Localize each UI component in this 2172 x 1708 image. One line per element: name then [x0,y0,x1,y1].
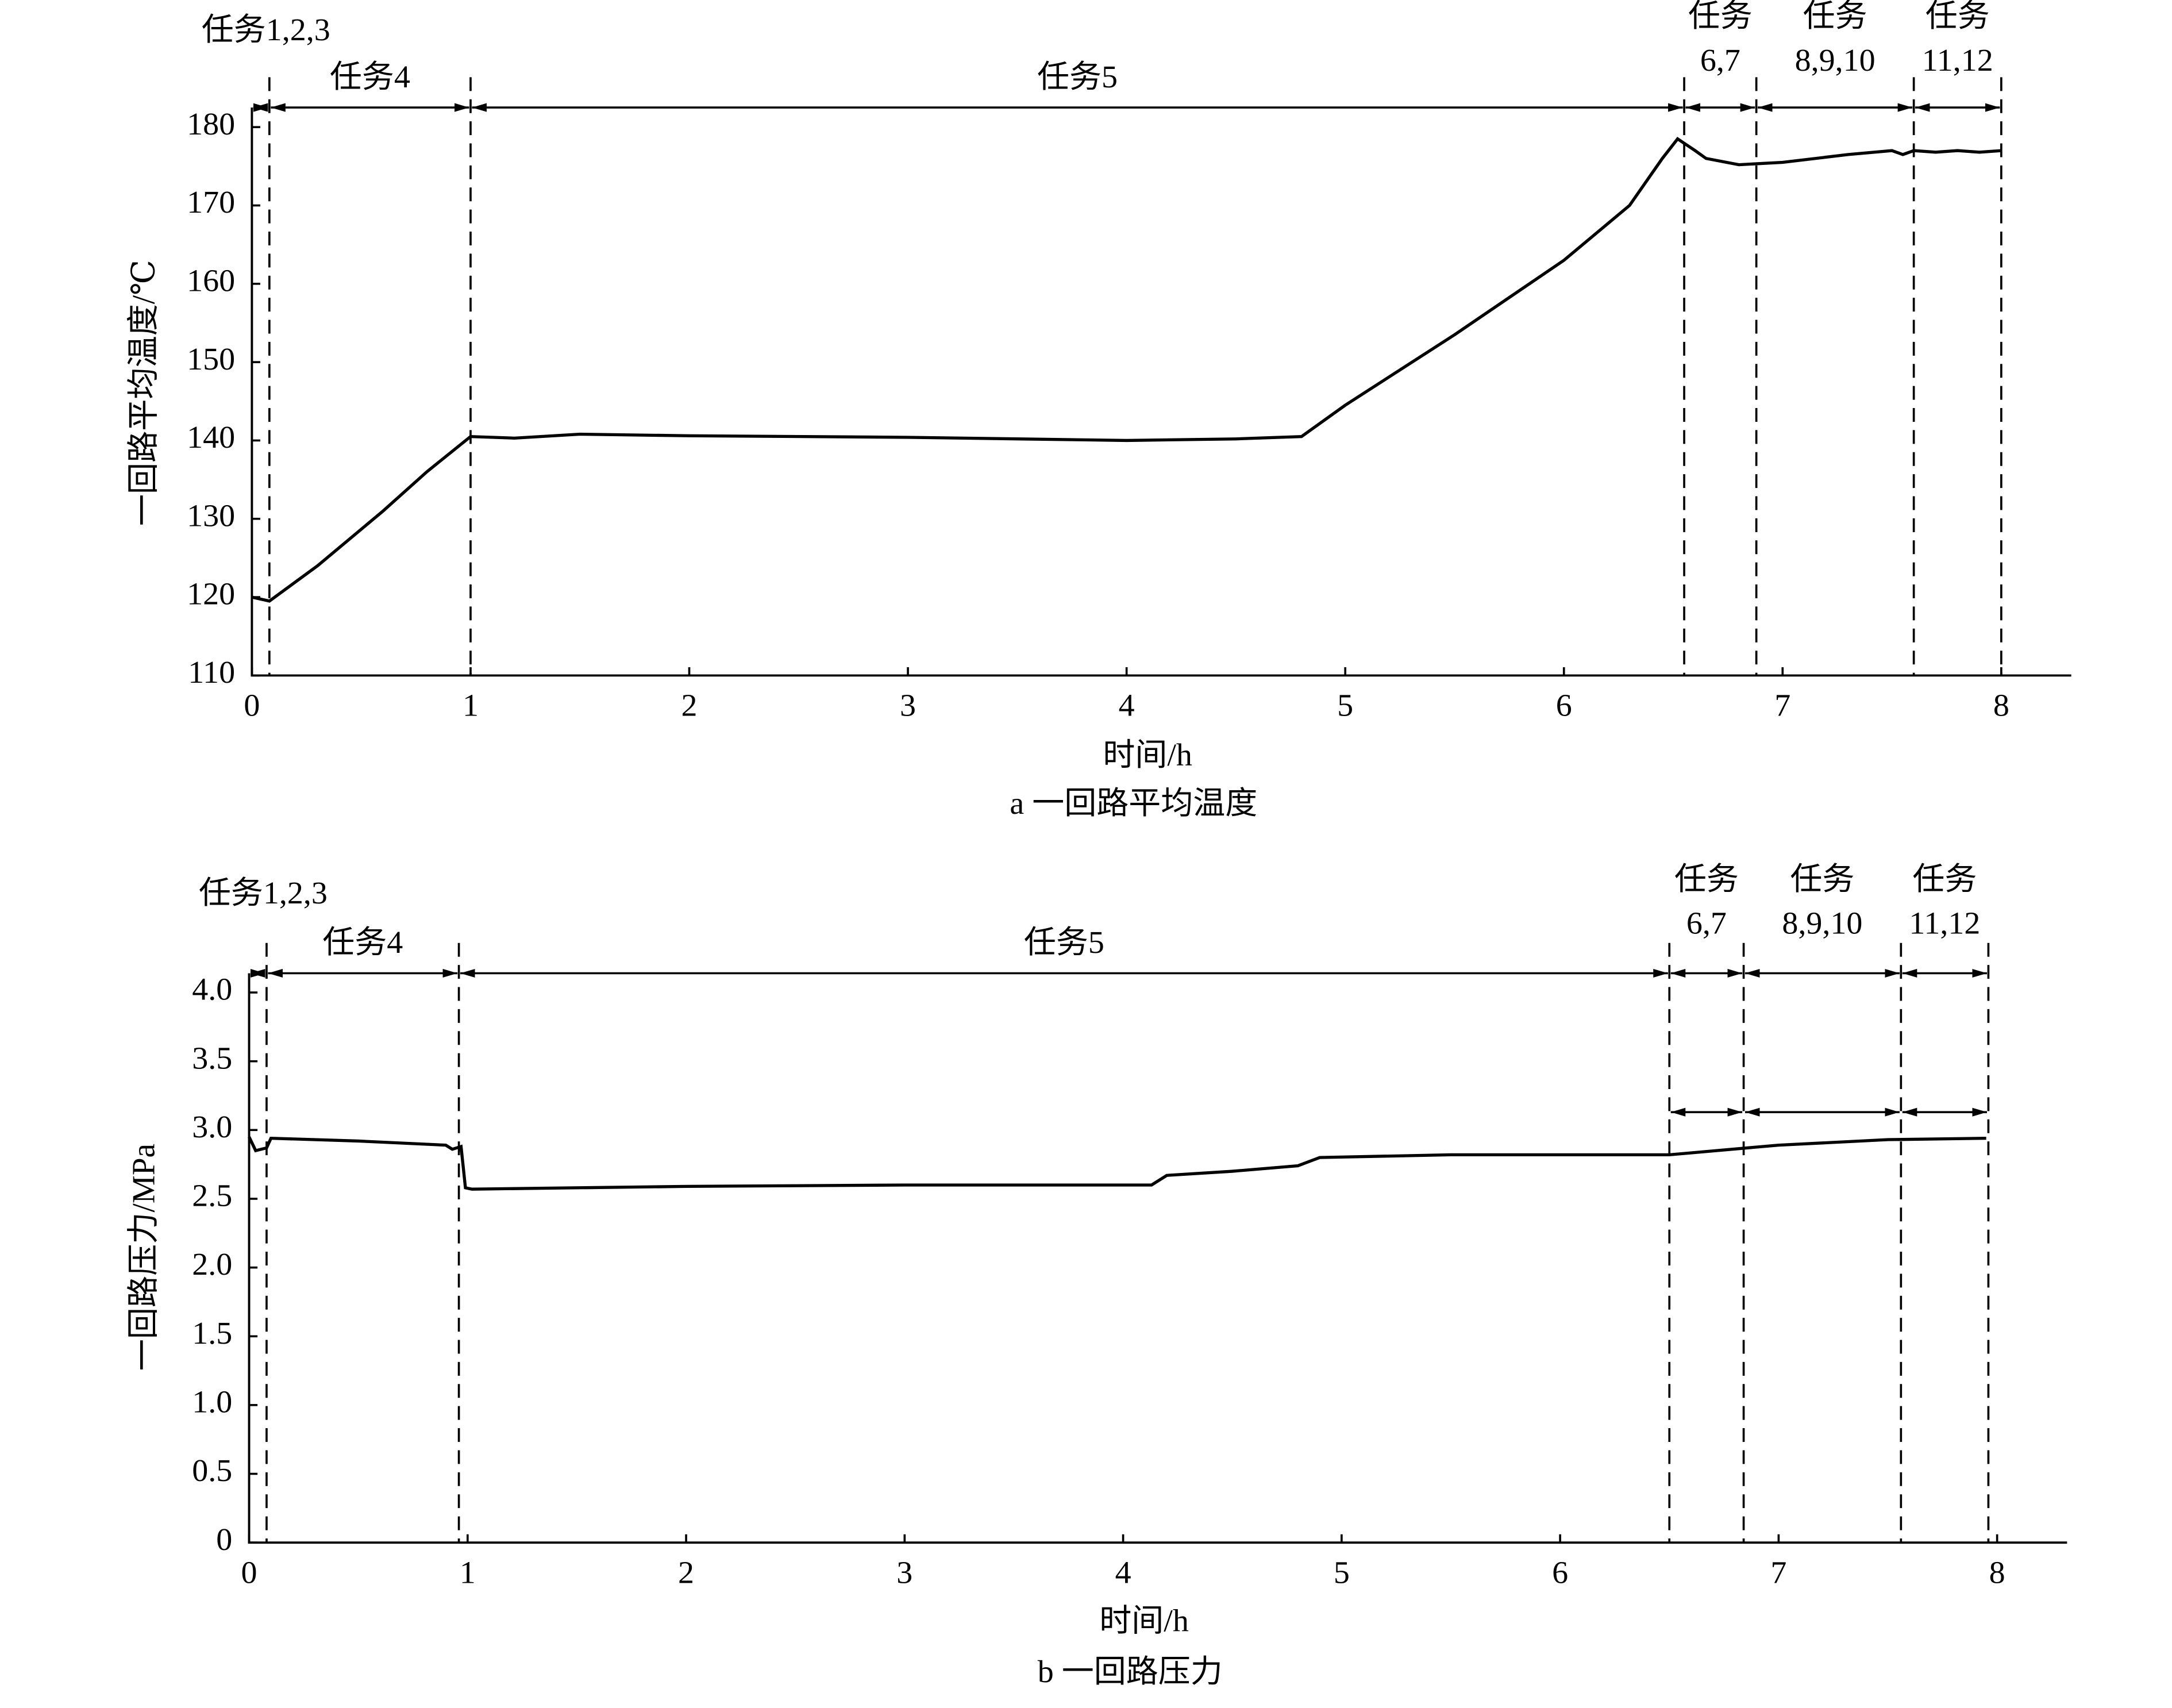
y-tick-label: 1.0 [192,1384,232,1420]
y-tick-label: 2.0 [192,1247,232,1283]
phase-label: 任务 [1790,861,1854,897]
phase-label: 任务4 [330,59,410,95]
x-tick-label: 0 [241,1555,257,1591]
phase-label: 任务5 [1037,59,1118,95]
x-tick-label: 3 [896,1555,912,1591]
x-tick-label: 2 [678,1555,694,1591]
phase-label: 任务1,2,3 [202,13,330,48]
phase-label: 任务 [1674,861,1739,897]
x-tick-label: 7 [1770,1555,1786,1591]
x-tick-label: 5 [1337,688,1353,724]
x-axis-title: 时间/h [1099,1603,1189,1639]
phase-label: 任务 [1803,0,1867,34]
y-tick-label: 110 [188,655,235,690]
phase-label: 任务 [1688,0,1753,34]
data-line [251,137,2002,603]
y-tick-label: 3.0 [192,1109,232,1145]
x-tick-label: 7 [1774,688,1790,724]
phase-label: 6,7 [1700,43,1740,78]
y-tick-label: 170 [187,185,235,221]
x-axis-title: 时间/h [1103,737,1192,773]
y-tick-label: 180 [187,106,235,142]
phase-label: 11,12 [1922,43,1993,78]
y-tick-label: 120 [187,576,235,612]
axes [248,973,2067,1544]
x-tick-label: 6 [1552,1555,1568,1591]
y-tick-label: 160 [187,263,235,299]
y-tick-label: 130 [187,498,235,534]
y-tick-label: 150 [187,341,235,377]
phase-label: 任务 [1925,0,1990,34]
x-tick-label: 5 [1334,1555,1350,1591]
y-tick-label: 0.5 [192,1453,232,1489]
phase-label: 6,7 [1686,906,1727,941]
phase-label: 任务 [1912,861,1977,897]
x-tick-label: 6 [1556,688,1572,724]
x-tick-label: 8 [1989,1555,2005,1591]
y-tick-label: 140 [187,420,235,455]
caption: a 一回路平均温度 [1010,786,1257,821]
y-axis-title: 一回路压力/MPa [126,1144,161,1371]
x-tick-label: 1 [460,1555,476,1591]
x-tick-label: 8 [1993,688,2009,724]
y-axis-title: 一回路平均温度/℃ [126,260,161,526]
caption: b 一回路压力 [1038,1654,1223,1690]
phase-label: 任务5 [1024,925,1104,961]
y-tick-label: 0 [216,1522,232,1557]
data-line [248,1136,1986,1191]
y-tick-label: 3.5 [192,1041,232,1076]
phase-label: 8,9,10 [1782,906,1862,941]
y-tick-label: 1.5 [192,1315,232,1351]
phase-label: 8,9,10 [1795,43,1876,78]
axes [251,107,2071,677]
x-tick-label: 3 [900,688,916,724]
phase-label: 11,12 [1909,906,1980,941]
x-tick-label: 2 [681,688,698,724]
x-tick-label: 1 [463,688,479,724]
x-tick-label: 4 [1115,1555,1131,1591]
phase-label: 任务1,2,3 [199,875,328,911]
phase-label: 任务4 [322,925,403,961]
y-tick-label: 2.5 [192,1178,232,1214]
y-tick-label: 4.0 [192,972,232,1007]
x-tick-label: 4 [1119,688,1135,724]
x-tick-label: 0 [244,688,260,724]
